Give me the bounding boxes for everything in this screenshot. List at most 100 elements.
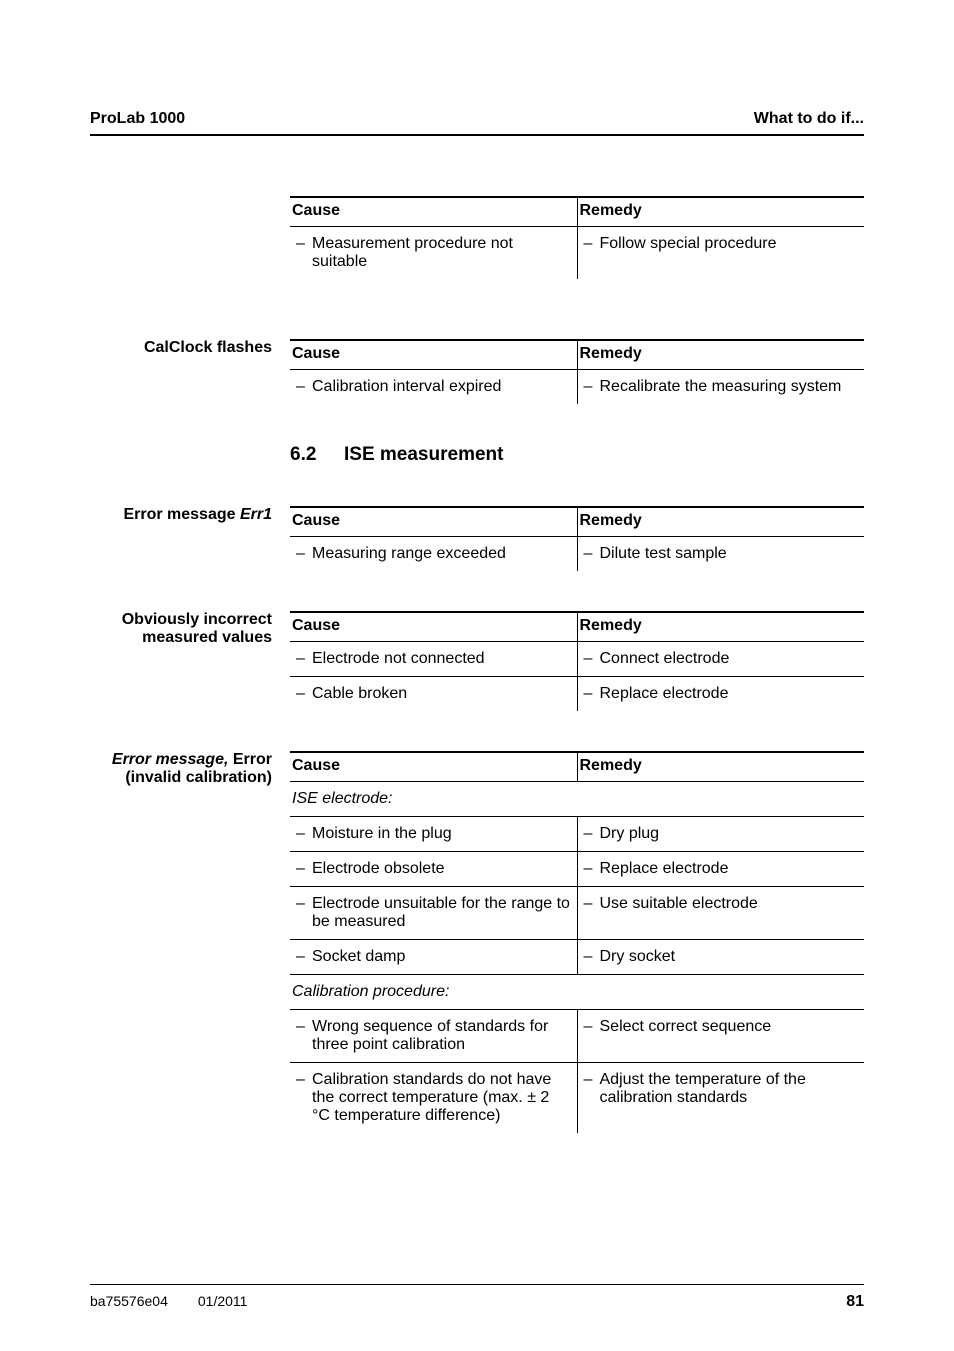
table-3: Cause Remedy –Measuring range exceeded –…	[290, 506, 864, 571]
cause-text: Calibration standards do not have the co…	[312, 1071, 571, 1125]
cause-text: Electrode obsolete	[312, 860, 571, 878]
footer-rule	[90, 1284, 864, 1285]
dash-icon: –	[584, 378, 600, 396]
dash-icon: –	[584, 650, 600, 668]
dash-icon: –	[584, 685, 600, 703]
remedy-text: Use suitable electrode	[600, 895, 859, 913]
label-col-2: CalClock flashes	[90, 339, 290, 357]
page-header: ProLab 1000 What to do if...	[90, 110, 864, 128]
cause-text: Electrode not connected	[312, 650, 571, 668]
table-4: Cause Remedy –Electrode not connected –C…	[290, 611, 864, 711]
remedy-text: Dilute test sample	[600, 545, 859, 563]
dash-icon: –	[584, 1071, 600, 1089]
table-block-2: CalClock flashes Cause Remedy –Calibrati…	[90, 339, 864, 404]
table-section-row: ISE electrode:	[290, 782, 864, 817]
dash-icon: –	[296, 1071, 312, 1089]
side-label: CalClock flashes	[144, 339, 272, 356]
cause-text: Measuring range exceeded	[312, 545, 571, 563]
dash-icon: –	[584, 825, 600, 843]
remedy-text: Recalibrate the measuring system	[600, 378, 859, 396]
remedy-text: Dry socket	[600, 948, 859, 966]
th-cause: Cause	[290, 197, 577, 227]
footer-doc-id: ba75576e04	[90, 1293, 168, 1311]
table-5: Cause Remedy ISE electrode: –Moisture in…	[290, 751, 864, 1133]
remedy-text: Select correct sequence	[600, 1018, 859, 1036]
cause-text: Electrode unsuitable for the range to be…	[312, 895, 571, 931]
side-label-prefix: Error message	[123, 506, 240, 523]
table-2: Cause Remedy –Calibration interval expir…	[290, 339, 864, 404]
dash-icon: –	[296, 825, 312, 843]
header-left: ProLab 1000	[90, 110, 185, 128]
section-number: 6.2	[290, 444, 344, 466]
cause-text: Measurement procedure not suitable	[312, 235, 571, 271]
cause-text: Calibration interval expired	[312, 378, 571, 396]
dash-icon: –	[296, 1018, 312, 1036]
th-remedy: Remedy	[577, 612, 864, 642]
label-col-4: Obviously incorrect measured values	[90, 611, 290, 647]
page: ProLab 1000 What to do if... Cause Remed…	[0, 0, 954, 1351]
dash-icon: –	[296, 685, 312, 703]
th-remedy: Remedy	[577, 507, 864, 537]
dash-icon: –	[296, 650, 312, 668]
dash-icon: –	[584, 948, 600, 966]
table-row: –Electrode obsolete –Replace electrode	[290, 852, 864, 887]
table-row: –Cable broken –Replace electrode	[290, 677, 864, 712]
th-cause: Cause	[290, 612, 577, 642]
th-remedy: Remedy	[577, 197, 864, 227]
table-row: –Moisture in the plug –Dry plug	[290, 817, 864, 852]
table-1: Cause Remedy –Measurement procedure not …	[290, 196, 864, 279]
table-row: –Calibration interval expired –Recalibra…	[290, 370, 864, 405]
cause-text: Wrong sequence of standards for three po…	[312, 1018, 571, 1054]
table-row: –Electrode unsuitable for the range to b…	[290, 887, 864, 940]
section-title: ISE measurement	[344, 444, 503, 466]
dash-icon: –	[584, 895, 600, 913]
page-footer: ba75576e04 01/2011 81	[90, 1284, 864, 1311]
remedy-text: Dry plug	[600, 825, 859, 843]
table-row: –Measurement procedure not suitable –Fol…	[290, 227, 864, 280]
dash-icon: –	[584, 235, 600, 253]
table-row: –Measuring range exceeded –Dilute test s…	[290, 537, 864, 572]
th-cause: Cause	[290, 507, 577, 537]
footer-date: 01/2011	[198, 1293, 248, 1311]
cause-text: Socket damp	[312, 948, 571, 966]
dash-icon: –	[296, 895, 312, 913]
cause-text: Cable broken	[312, 685, 571, 703]
dash-icon: –	[296, 235, 312, 253]
table-row: –Wrong sequence of standards for three p…	[290, 1010, 864, 1063]
table-block-3: Error message Err1 Cause Remedy –Measuri…	[90, 506, 864, 571]
th-remedy: Remedy	[577, 752, 864, 782]
table-block-4: Obviously incorrect measured values Caus…	[90, 611, 864, 711]
table-block-1: Cause Remedy –Measurement procedure not …	[90, 196, 864, 279]
dash-icon: –	[584, 545, 600, 563]
remedy-text: Replace electrode	[600, 860, 859, 878]
section-heading: 6.2 ISE measurement	[290, 444, 864, 466]
side-label: Obviously incorrect measured values	[122, 611, 272, 646]
cause-text: Moisture in the plug	[312, 825, 571, 843]
label-col-3: Error message Err1	[90, 506, 290, 524]
label-col-5: Error message, Error (invalid calibratio…	[90, 751, 290, 787]
dash-icon: –	[296, 545, 312, 563]
th-remedy: Remedy	[577, 340, 864, 370]
table-row: –Electrode not connected –Connect electr…	[290, 642, 864, 677]
table-block-5: Error message, Error (invalid calibratio…	[90, 751, 864, 1133]
section-label: Calibration procedure:	[290, 975, 864, 1010]
th-cause: Cause	[290, 340, 577, 370]
side-label-italic: Err1	[240, 506, 272, 523]
remedy-text: Adjust the temperature of the calibratio…	[600, 1071, 859, 1107]
footer-page-number: 81	[846, 1293, 864, 1311]
main-content: Cause Remedy –Measurement procedure not …	[90, 136, 864, 1133]
dash-icon: –	[584, 860, 600, 878]
th-cause: Cause	[290, 752, 577, 782]
dash-icon: –	[296, 860, 312, 878]
section-label: ISE electrode:	[290, 782, 864, 817]
remedy-text: Connect electrode	[600, 650, 859, 668]
dash-icon: –	[296, 948, 312, 966]
remedy-text: Follow special procedure	[600, 235, 859, 253]
table-row: –Socket damp –Dry socket	[290, 940, 864, 975]
dash-icon: –	[584, 1018, 600, 1036]
table-row: –Calibration standards do not have the c…	[290, 1063, 864, 1134]
table-section-row: Calibration procedure:	[290, 975, 864, 1010]
header-right: What to do if...	[754, 110, 864, 128]
remedy-text: Replace electrode	[600, 685, 859, 703]
dash-icon: –	[296, 378, 312, 396]
